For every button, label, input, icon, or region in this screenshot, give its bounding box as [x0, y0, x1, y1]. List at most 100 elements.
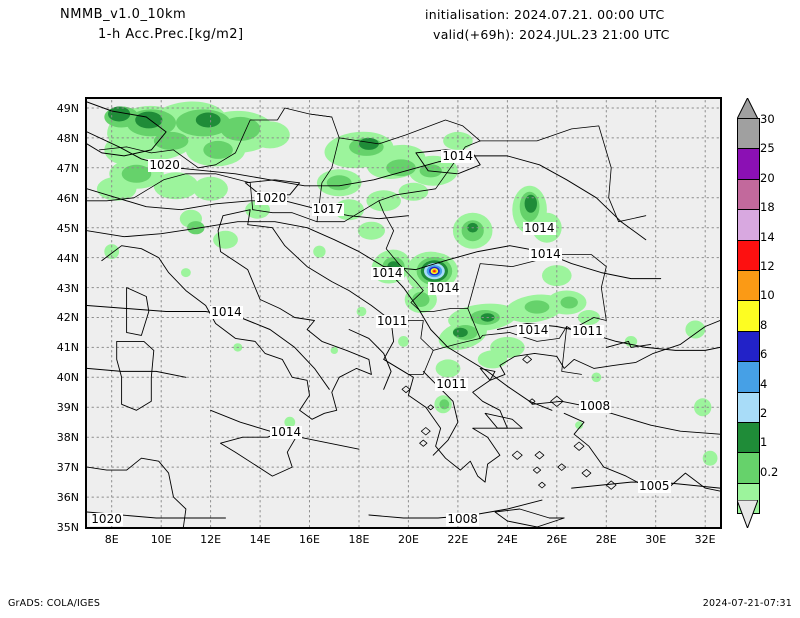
y-tick-label: 39N — [56, 401, 79, 415]
initialisation-time: initialisation: 2024.07.21. 00:00 UTC — [425, 7, 665, 22]
contour-label: 1020 — [254, 191, 288, 206]
precip-blob-bulgaria — [524, 300, 550, 314]
precip-blob-scattered — [575, 421, 584, 430]
coastline-turkey-south — [563, 412, 720, 492]
coastline-sicily — [220, 427, 301, 477]
colorbar-tick-label: 10 — [760, 288, 775, 303]
y-tick-label: 49N — [56, 101, 79, 115]
precip-blob-pannonia — [366, 190, 402, 212]
y-tick-label: 47N — [56, 161, 79, 175]
precip-blob-scattered — [685, 320, 706, 339]
colorbar-tick-label: 1 — [760, 435, 768, 450]
colorbar-segment — [737, 118, 760, 149]
x-tick-label: 32E — [694, 533, 716, 546]
political-border — [309, 113, 333, 118]
colorbar-segment — [737, 209, 760, 240]
x-tick-label: 8E — [104, 533, 119, 546]
precip-blob-pannonia — [326, 175, 352, 191]
coastline-island — [511, 450, 523, 460]
field-name: 1-h Acc.Prec.[kg/m2] — [98, 27, 244, 42]
precip-blob-scattered — [702, 450, 718, 466]
isobar-contour — [348, 329, 392, 390]
political-border — [87, 173, 254, 211]
coastline-island — [538, 481, 546, 489]
coastline-corsica — [126, 287, 150, 336]
generation-timestamp: 2024-07-21-07:31 — [702, 598, 792, 609]
precip-max-ring — [433, 270, 436, 273]
isobar-contour — [383, 266, 553, 411]
x-tick-label: 30E — [645, 533, 667, 546]
contour-label: 1014 — [427, 281, 461, 296]
coastline-euboea — [484, 412, 523, 429]
x-tick-label: 28E — [595, 533, 617, 546]
colorbar-tick-label: 18 — [760, 200, 775, 215]
precip-blob-scattered — [181, 268, 191, 278]
precip-blob-scattered — [284, 416, 296, 428]
coastline-island — [581, 469, 592, 478]
colorbar-tick-label: 6 — [760, 347, 768, 362]
y-tick-label: 46N — [56, 191, 79, 205]
x-tick-label: 20E — [397, 533, 419, 546]
coastline-island — [573, 441, 585, 451]
isobar-contour — [87, 221, 385, 268]
grads-credit: GrADS: COLA/IGES — [8, 598, 101, 609]
y-tick-label: 43N — [56, 281, 79, 295]
colorbar-segment — [737, 269, 760, 301]
contour-label: 1014 — [210, 305, 243, 319]
x-tick-label: 10E — [150, 533, 172, 546]
colorbar-tick-label: 30 — [760, 112, 775, 126]
colorbar-tick-label: 0.2 — [760, 464, 779, 479]
contour-label: 1014 — [523, 221, 556, 236]
political-border — [378, 140, 481, 202]
colorbar: 30 25 20 18 14 12 10 8 6 4 2 1 0.2 — [737, 113, 778, 515]
valid-time: valid(+69h): 2024.JUL.23 21:00 UTC — [433, 27, 670, 42]
map-svg — [87, 99, 720, 527]
isobar-contour — [383, 245, 662, 280]
colorbar-segment — [737, 330, 760, 362]
y-tick-label: 40N — [56, 371, 79, 385]
colorbar-segment — [737, 391, 760, 422]
coastline-island — [522, 355, 532, 364]
colorbar-segment — [737, 239, 760, 270]
coastline-greece-aegean — [425, 320, 720, 483]
colorbar-tick-label: 20 — [760, 170, 775, 185]
x-tick-label: 12E — [200, 533, 222, 546]
political-border — [316, 137, 340, 223]
contour-label: 1008 — [578, 399, 612, 414]
y-tick-label: 37N — [56, 461, 79, 475]
contour-label: 1020 — [148, 158, 181, 173]
precip-blob-alps — [195, 112, 221, 128]
colorbar-tick-label: 14 — [760, 229, 775, 244]
y-tick-label: 38N — [56, 431, 79, 445]
coastline-crete — [494, 508, 565, 527]
chart-header: NMMB_v1.0_10km 1-h Acc.Prec.[kg/m2] init… — [0, 0, 800, 55]
x-tick-label: 24E — [496, 533, 518, 546]
y-tick-label: 42N — [56, 311, 79, 325]
contour-label: 1014 — [516, 322, 550, 337]
colorbar-segment — [737, 148, 760, 179]
contour-label: 1008 — [446, 511, 479, 526]
colorbar-segment — [737, 452, 760, 483]
coastline-island — [605, 480, 617, 490]
coastline-island — [532, 466, 542, 474]
coastline-island — [401, 385, 411, 394]
precip-blob-scattered — [398, 336, 409, 347]
political-border — [432, 338, 481, 351]
contour-label: 1005 — [638, 478, 671, 493]
coastline-island — [427, 404, 435, 411]
y-tick-label: 45N — [56, 221, 79, 235]
contour-label: 1011 — [435, 376, 468, 391]
coastline-sardinia — [116, 340, 155, 411]
contour-label: 1014 — [441, 149, 474, 164]
colorbar-tick-label: 4 — [760, 376, 768, 391]
coastline-italy-adriatic — [101, 209, 427, 420]
precip-blob-pannonia — [357, 221, 385, 240]
precip-blob-bulgaria — [477, 350, 508, 369]
colorbar-tick-label: 12 — [760, 259, 775, 273]
precip-blob-alps — [121, 164, 152, 183]
precip-blob-scattered — [330, 346, 338, 354]
colorbar-bottom-arrow — [736, 499, 759, 530]
colorbar-tick-label: 8 — [760, 317, 768, 332]
isobar-contour — [87, 101, 167, 157]
precip-blob-scattered — [356, 306, 367, 317]
